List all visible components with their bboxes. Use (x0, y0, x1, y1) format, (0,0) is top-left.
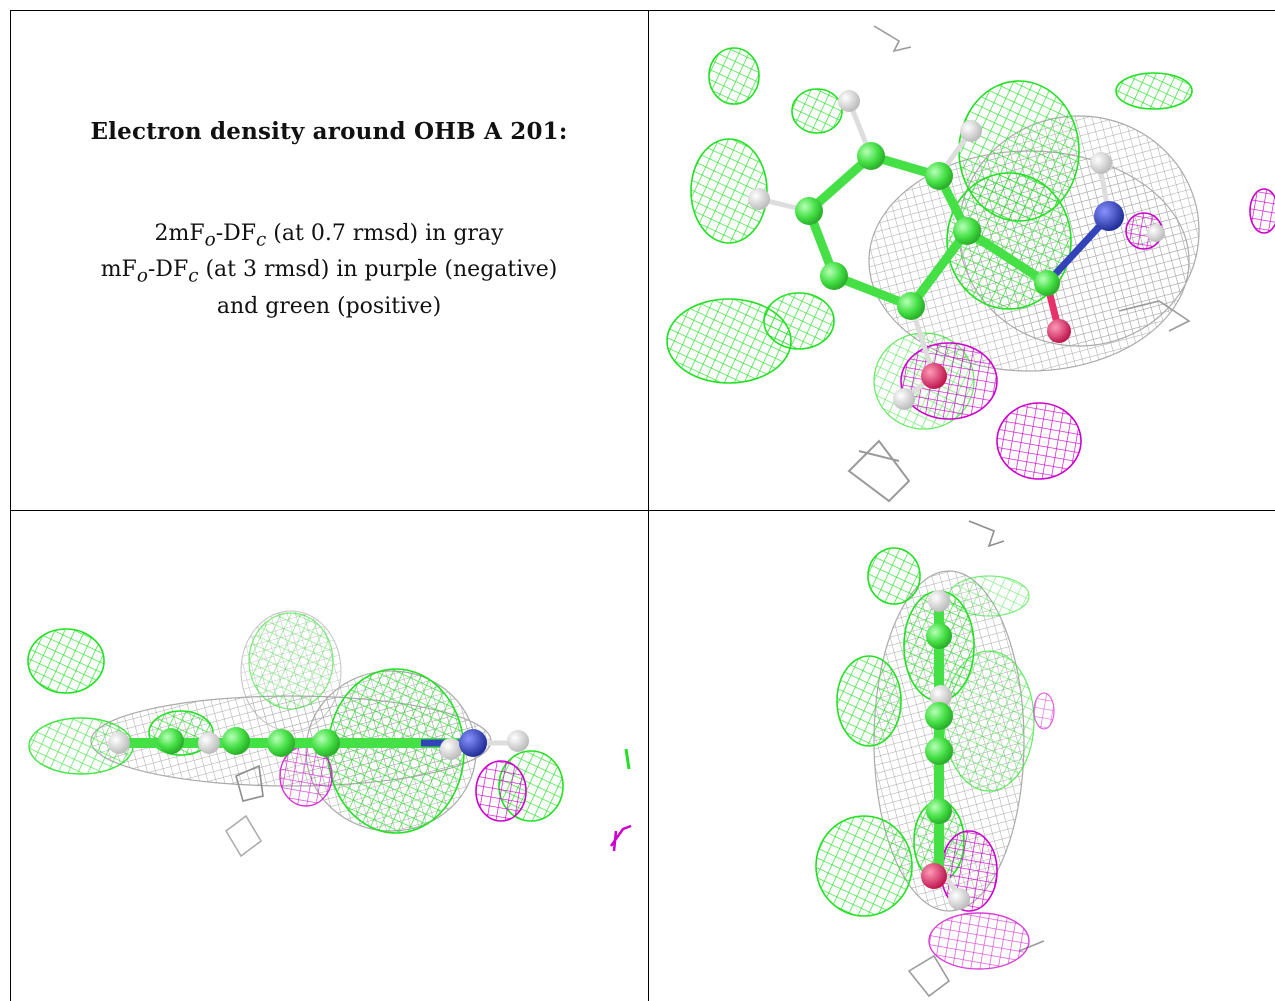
legend-term: 2mF (154, 221, 205, 246)
atom-carbon (158, 728, 184, 754)
atom-carbon (312, 729, 340, 757)
molecule-ball-and-stick (921, 590, 970, 910)
caption-cell: Electron density around OHB A 201: 2mFo-… (10, 118, 648, 322)
atom-hydrogen (748, 188, 770, 210)
grid-left-border (10, 10, 11, 1001)
atom-hydrogen (948, 888, 970, 910)
legend-line-positive: and green (positive) (216, 293, 442, 319)
density-view-edge-horizontal (11, 511, 648, 1001)
atom-hydrogen (893, 388, 915, 410)
atom-hydrogen (507, 730, 529, 752)
atom-hydrogen (198, 732, 220, 754)
map-fofc-positive (666, 47, 1193, 430)
atom-carbon (857, 142, 885, 170)
atom-oxygen (921, 363, 947, 389)
atom-hydrogen (108, 732, 130, 754)
legend-sub: o (204, 229, 216, 251)
legend-term: mF (100, 257, 137, 283)
atom-carbon (1034, 270, 1060, 296)
atom-carbon (953, 217, 981, 245)
atom-hydrogen (928, 590, 950, 612)
atom-carbon (267, 729, 295, 757)
density-render-edge-horizontal (27, 610, 632, 858)
grid-top-border (10, 10, 1275, 11)
grid-middle-border (10, 510, 1275, 511)
figure-title: Electron density around OHB A 201: (90, 118, 568, 145)
atom-hydrogen (930, 685, 952, 707)
atom-hydrogen (838, 90, 860, 112)
atom-carbon (795, 197, 823, 225)
molecule-ball-and-stick (748, 90, 1165, 410)
density-view-edge-vertical (649, 511, 1275, 1001)
atom-carbon (926, 623, 952, 649)
molecule-ball-and-stick (108, 727, 529, 760)
grid-center-border (648, 10, 649, 1001)
density-render-face-on (666, 25, 1275, 503)
atom-carbon (897, 292, 925, 320)
atom-hydrogen (1147, 224, 1165, 242)
legend-term: -DF (215, 221, 257, 246)
legend-line-2fofc: 2mFo-DFc (at 0.7 rmsd) in gray (10, 219, 648, 255)
atom-hydrogen (440, 738, 462, 760)
legend-sub: o (136, 265, 148, 287)
density-view-face-on (649, 11, 1275, 510)
legend-desc: (at 0.7 rmsd) in gray (266, 221, 504, 246)
legend-desc: (at 3 rmsd) in purple (negative) (198, 257, 558, 283)
atom-carbon (925, 162, 953, 190)
atom-nitrogen (459, 729, 487, 757)
legend-line-fofc: mFo-DFc (at 3 rmsd) in purple (negative) (10, 255, 648, 291)
atom-oxygen (1047, 319, 1071, 343)
atom-carbon (925, 702, 953, 730)
map-fofc-negative (928, 692, 1055, 970)
legend-sub: c (188, 265, 199, 287)
atom-oxygen (921, 863, 947, 889)
legend-text: 2mFo-DFc (at 0.7 rmsd) in gray mFo-DFc (… (10, 219, 648, 322)
atom-hydrogen (960, 120, 982, 142)
atom-carbon (926, 798, 952, 824)
atom-nitrogen (1094, 201, 1124, 231)
atom-carbon (925, 737, 953, 765)
atom-carbon (820, 262, 848, 290)
atom-carbon (222, 727, 250, 755)
atom-hydrogen (1090, 152, 1112, 174)
legend-sub: c (256, 229, 267, 251)
density-render-edge-vertical (815, 520, 1055, 998)
legend-term: -DF (147, 257, 189, 283)
map-fofc-negative (279, 745, 632, 852)
